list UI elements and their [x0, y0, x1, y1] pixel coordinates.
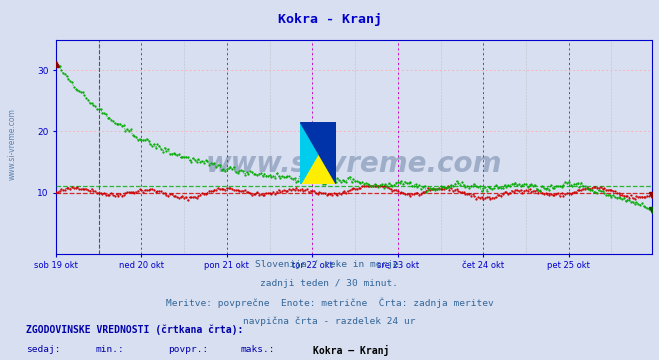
Text: Meritve: povprečne  Enote: metrične  Črta: zadnja meritev: Meritve: povprečne Enote: metrične Črta:… [165, 297, 494, 308]
Text: min.:: min.: [96, 345, 125, 354]
Text: navpična črta - razdelek 24 ur: navpična črta - razdelek 24 ur [243, 316, 416, 325]
Text: Slovenija / reke in morje.: Slovenija / reke in morje. [255, 260, 404, 269]
Text: maks.:: maks.: [241, 345, 275, 354]
Polygon shape [300, 122, 336, 184]
Text: povpr.:: povpr.: [168, 345, 208, 354]
Text: zadnji teden / 30 minut.: zadnji teden / 30 minut. [260, 279, 399, 288]
Text: www.si-vreme.com: www.si-vreme.com [206, 150, 502, 178]
Text: Kokra – Kranj: Kokra – Kranj [313, 345, 389, 356]
Text: ZGODOVINSKE VREDNOSTI (črtkana črta):: ZGODOVINSKE VREDNOSTI (črtkana črta): [26, 325, 244, 335]
Polygon shape [300, 122, 336, 184]
Text: Kokra - Kranj: Kokra - Kranj [277, 13, 382, 26]
Text: sedaj:: sedaj: [26, 345, 61, 354]
Polygon shape [300, 122, 336, 184]
Text: www.si-vreme.com: www.si-vreme.com [8, 108, 17, 180]
